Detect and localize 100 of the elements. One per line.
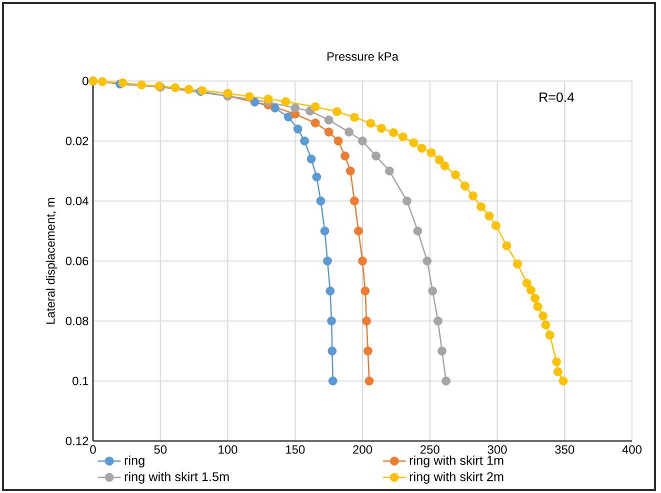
point xyxy=(545,330,554,340)
y-axis-title: Lateral displacement, m xyxy=(46,198,58,324)
point xyxy=(413,226,422,236)
x-tick-label: 0 xyxy=(90,445,96,454)
point xyxy=(440,161,450,170)
point xyxy=(312,172,322,182)
y-tick-label: 0.1 xyxy=(72,376,88,386)
point xyxy=(363,346,372,356)
annotation: R=0.4 xyxy=(540,92,574,102)
point xyxy=(526,286,536,295)
point xyxy=(350,196,359,206)
point xyxy=(398,132,408,142)
y-tick-label: 0.04 xyxy=(66,196,88,206)
point xyxy=(460,182,470,190)
point xyxy=(409,138,418,148)
point xyxy=(344,128,354,136)
point xyxy=(384,166,394,176)
point xyxy=(340,152,350,160)
point xyxy=(442,376,451,386)
point xyxy=(350,112,359,122)
point xyxy=(332,107,342,116)
point xyxy=(362,316,372,326)
legend-label: ring xyxy=(124,456,144,468)
point xyxy=(324,128,334,136)
point xyxy=(281,97,290,106)
point xyxy=(541,320,550,330)
point xyxy=(428,286,438,296)
point xyxy=(552,357,562,366)
point xyxy=(558,376,568,386)
point xyxy=(376,124,386,133)
point xyxy=(320,226,330,236)
x-tick-label: 150 xyxy=(286,445,305,454)
x-axis-title: Pressure kPa xyxy=(327,52,398,61)
point xyxy=(491,221,500,230)
point xyxy=(433,316,442,326)
point xyxy=(417,144,426,153)
point xyxy=(366,118,376,128)
point xyxy=(316,196,326,206)
y-tick-label: 0 xyxy=(82,76,88,86)
point xyxy=(502,241,512,250)
point xyxy=(553,367,562,376)
point xyxy=(346,166,355,176)
point xyxy=(300,136,310,146)
point xyxy=(223,88,232,98)
x-tick-label: 50 xyxy=(154,445,167,454)
point xyxy=(426,148,436,158)
point xyxy=(438,346,446,356)
legend-label: ring with skirt 1m xyxy=(410,456,504,468)
point xyxy=(306,154,316,164)
point xyxy=(358,136,367,146)
point xyxy=(328,346,337,356)
point xyxy=(522,278,532,288)
point xyxy=(310,102,320,112)
point xyxy=(98,77,107,86)
point xyxy=(244,92,254,102)
point xyxy=(512,260,522,268)
point xyxy=(389,128,398,138)
point xyxy=(538,311,548,320)
point xyxy=(324,116,334,124)
point xyxy=(326,286,335,296)
point xyxy=(468,191,478,200)
point xyxy=(290,104,300,112)
x-tick-label: 400 xyxy=(622,445,642,454)
point xyxy=(354,226,363,236)
point xyxy=(322,256,332,266)
point xyxy=(118,78,128,88)
y-tick-label: 0.06 xyxy=(66,256,88,266)
point xyxy=(327,316,336,326)
point xyxy=(422,256,432,266)
point xyxy=(364,376,374,386)
point xyxy=(293,124,302,134)
y-tick-label: 0.12 xyxy=(66,436,88,446)
x-tick-label: 100 xyxy=(218,445,238,454)
point xyxy=(530,294,540,303)
point xyxy=(310,118,320,128)
x-tick-label: 250 xyxy=(420,445,440,454)
point xyxy=(372,152,380,160)
point xyxy=(264,94,273,104)
point xyxy=(484,212,494,220)
x-tick-label: 300 xyxy=(488,445,507,454)
point xyxy=(284,112,293,122)
point xyxy=(250,98,260,106)
legend-label: ring with skirt 2m xyxy=(410,472,504,484)
point xyxy=(451,170,460,180)
point xyxy=(270,104,280,112)
x-tick-label: 350 xyxy=(555,445,574,454)
point xyxy=(170,83,180,92)
y-tick-label: 0.08 xyxy=(66,316,88,326)
y-tick-label: 0.02 xyxy=(66,136,88,146)
legend-label: ring with skirt 1.5m xyxy=(124,472,229,484)
point xyxy=(434,155,444,164)
point xyxy=(334,136,343,146)
point xyxy=(137,80,146,90)
point xyxy=(358,256,367,266)
point xyxy=(184,84,194,94)
x-tick-label: 200 xyxy=(353,445,372,454)
point xyxy=(533,302,542,312)
point xyxy=(402,196,412,206)
point xyxy=(360,286,370,296)
point xyxy=(328,376,338,386)
